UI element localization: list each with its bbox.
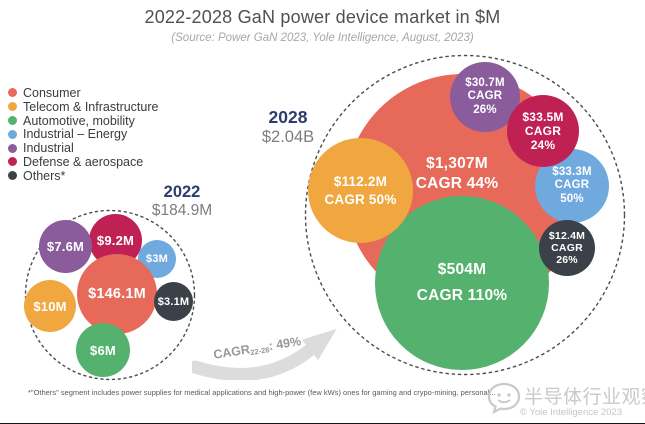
chart-subtitle: (Source: Power GaN 2023, Yole Intelligen… [171, 32, 474, 44]
page-title: 2022-2028 GaN power device market in $M [144, 7, 501, 27]
bubble-value: $1,307M [426, 155, 488, 172]
watermark-copyright: © Yole Intelligence 2023 [519, 407, 623, 418]
bubble-2022-telecom: $10M [24, 280, 76, 332]
bubble-value: $112.2M [333, 173, 388, 189]
year-2028: 2028 [268, 107, 308, 127]
legend-label: Industrial – Energy [23, 127, 128, 142]
legend-item-industrial-energy: Industrial – Energy [8, 127, 158, 141]
bubble-value: $7.6M [46, 239, 85, 254]
bubble-cagr: CAGR 26% [467, 90, 503, 116]
bubble-label: $112.2M CAGR 50% [308, 173, 413, 208]
legend-label: Consumer [23, 85, 81, 100]
total-2028: $2.04B [261, 128, 315, 146]
legend-dot-consumer [8, 88, 17, 98]
cluster-2028-label: 2028 $2.04B [240, 107, 336, 147]
bubble-value: $33.5M [522, 109, 564, 124]
legend-dot-industrial-energy [8, 129, 17, 139]
year-2022: 2022 [163, 183, 201, 201]
watermark-logo-icon [487, 382, 521, 415]
bubble-cagr: CAGR 26% [551, 241, 583, 267]
bubble-label: $30.7M CAGR 26% [450, 77, 520, 118]
legend-dot-others [8, 171, 17, 181]
bubble-2028-others: $12.4M CAGR 26% [539, 220, 595, 276]
bubble-2028-defense: $33.5M CAGR 24% [507, 95, 579, 167]
footnote: *"Others" segment includes power supplie… [28, 388, 496, 397]
bubble-2022-industrial: $7.6M [39, 220, 92, 273]
legend-dot-automotive [8, 115, 17, 125]
bubble-cagr: CAGR 44% [415, 175, 499, 192]
legend-item-others: Others* [8, 169, 158, 183]
bubble-2022-automotive: $6M [76, 323, 130, 377]
cluster-2022-label: 2022 $184.9M [130, 183, 234, 220]
bubble-value: $12.4M [548, 229, 586, 242]
legend-label: Telecom & Infrastructure [23, 99, 159, 114]
legend-label: Defense & aerospace [23, 154, 144, 169]
bubble-value: $9.2M [96, 233, 135, 248]
legend-item-telecom: Telecom & Infrastructure [8, 100, 158, 114]
legend-item-industrial: Industrial [8, 141, 158, 155]
legend-dot-defense [8, 157, 17, 167]
bubble-value: $3M [146, 253, 168, 265]
bubble-value: $10M [33, 298, 67, 314]
bubble-label: $1,307M CAGR 44% [357, 154, 557, 194]
bubble-cagr: CAGR 110% [416, 287, 508, 304]
bubble-label: $12.4M CAGR 26% [539, 230, 595, 267]
legend-item-automotive: Automotive, mobility [8, 114, 158, 128]
bubble-value: $30.7M [465, 76, 505, 89]
legend-label: Others* [23, 168, 66, 183]
bubble-label: $504M CAGR 110% [375, 257, 549, 309]
bubble-label: $33.3M CAGR 50% [535, 166, 609, 207]
legend-dot-telecom [8, 102, 17, 112]
legend-item-consumer: Consumer [8, 86, 158, 100]
legend-label: Industrial [23, 141, 74, 156]
bubble-2028-automotive: $504M CAGR 110% [375, 196, 549, 370]
total-2022: $184.9M [151, 202, 213, 219]
legend-item-defense: Defense & aerospace [8, 155, 158, 169]
legend-label: Automotive, mobility [23, 113, 135, 128]
bubble-value: $3.1M [157, 295, 190, 308]
growth-arrow [192, 328, 337, 380]
bubble-cagr: CAGR 24% [524, 123, 562, 153]
dashed-circle-2022 [24, 209, 196, 381]
watermark-brand: 半导体行业观察 [524, 387, 645, 408]
bubble-2022-consumer: $146.1M [77, 254, 157, 334]
legend: Consumer Telecom & Infrastructure Automo… [8, 86, 158, 183]
bubble-value: $6M [90, 342, 116, 358]
bubble-cagr: CAGR 50% [554, 179, 590, 205]
bubble-2022-others: $3.1M [154, 282, 193, 321]
bubble-value: $146.1M [88, 286, 146, 302]
bubble-2028-telecom: $112.2M CAGR 50% [308, 138, 413, 243]
bubble-value: $504M [437, 261, 487, 278]
bubble-value: $33.3M [552, 165, 592, 178]
bubble-cagr: CAGR 50% [324, 191, 397, 207]
bubble-2022-industrial-energy: $3M [138, 240, 176, 278]
legend-dot-industrial [8, 143, 17, 153]
dashed-circle-2028 [304, 54, 626, 376]
bubble-label: $33.5M CAGR 24% [507, 110, 579, 152]
